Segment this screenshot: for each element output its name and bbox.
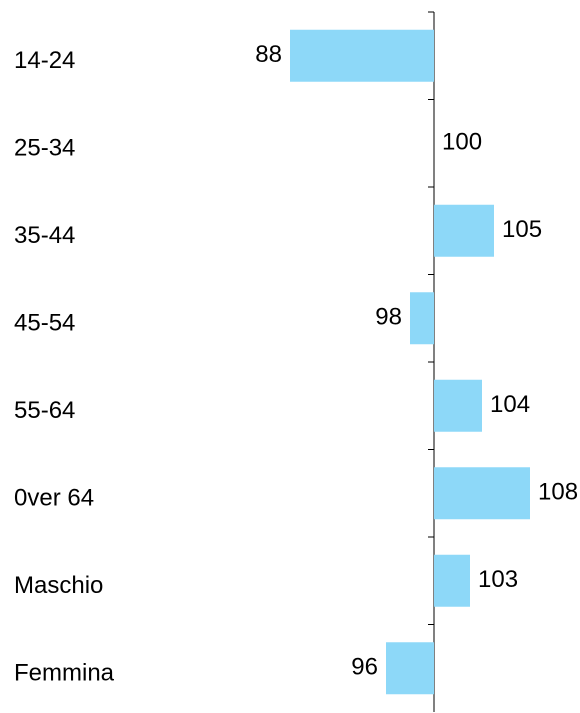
- bar: [410, 292, 434, 345]
- value-label: 108: [538, 479, 578, 506]
- category-label: 55-64: [14, 397, 75, 424]
- value-label: 100: [442, 129, 482, 156]
- value-label: 98: [375, 304, 402, 331]
- category-label: Maschio: [14, 572, 103, 599]
- bar: [386, 642, 434, 695]
- category-label: 45-54: [14, 310, 75, 337]
- category-label: 0ver 64: [14, 485, 94, 512]
- bar: [434, 379, 482, 432]
- value-label: 105: [502, 216, 542, 243]
- bar: [434, 467, 530, 520]
- category-label: 35-44: [14, 222, 75, 249]
- value-label: 104: [490, 391, 530, 418]
- value-label: 96: [351, 654, 378, 681]
- bar: [290, 29, 434, 82]
- bar: [434, 204, 494, 257]
- category-label: 14-24: [14, 47, 75, 74]
- bar: [434, 554, 470, 607]
- category-label: 25-34: [14, 135, 75, 162]
- value-label: 88: [255, 41, 282, 68]
- category-label: Femmina: [14, 660, 115, 687]
- value-label: 103: [478, 566, 518, 593]
